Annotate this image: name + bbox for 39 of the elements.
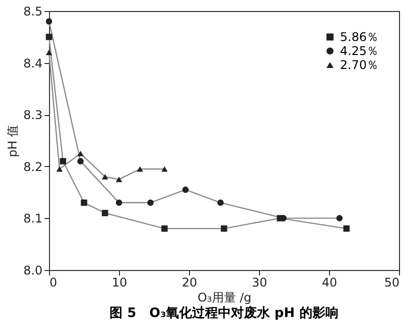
- point: [343, 225, 350, 232]
- y-tick-label: 8.4: [23, 56, 42, 70]
- y-tick-label: 8.3: [23, 108, 42, 122]
- point: [217, 200, 224, 206]
- y-axis-title: pH 值: [5, 124, 20, 158]
- y-tick-label: 8.0: [23, 264, 42, 278]
- point: [46, 50, 52, 56]
- point: [147, 200, 154, 206]
- point: [336, 215, 343, 222]
- point: [46, 34, 52, 40]
- point: [80, 200, 88, 206]
- point: [56, 166, 63, 172]
- legend-label: 5.86％: [340, 30, 379, 44]
- point: [116, 176, 122, 182]
- x-tick-label: 30: [252, 276, 268, 290]
- x-axis-title: O₃用量 /g: [198, 290, 252, 304]
- x-tick-label: 0: [50, 276, 58, 290]
- point: [46, 18, 52, 25]
- x-tick-label: 20: [182, 276, 198, 290]
- legend-label: 2.70％: [340, 58, 379, 72]
- point: [116, 200, 122, 206]
- point: [102, 210, 108, 216]
- point: [77, 158, 84, 164]
- y-tick-label: 8.2: [23, 160, 42, 174]
- y-tick-label: 8.5: [23, 4, 42, 18]
- point: [182, 186, 189, 193]
- text: 图 5 O₃氧化过程中对废水 pH 的影响: [110, 305, 338, 321]
- x-tick-label: 10: [112, 276, 128, 290]
- x-tick-label: 50: [384, 276, 400, 290]
- point: [136, 166, 144, 172]
- y-tick-label: 8.1: [23, 212, 42, 226]
- point: [220, 225, 228, 232]
- point: [161, 166, 168, 172]
- point: [77, 150, 84, 156]
- x-tick-label: 40: [322, 276, 338, 290]
- point: [102, 174, 108, 180]
- point: [161, 225, 168, 232]
- point: [60, 158, 66, 164]
- legend-label: 4.25％: [340, 44, 379, 58]
